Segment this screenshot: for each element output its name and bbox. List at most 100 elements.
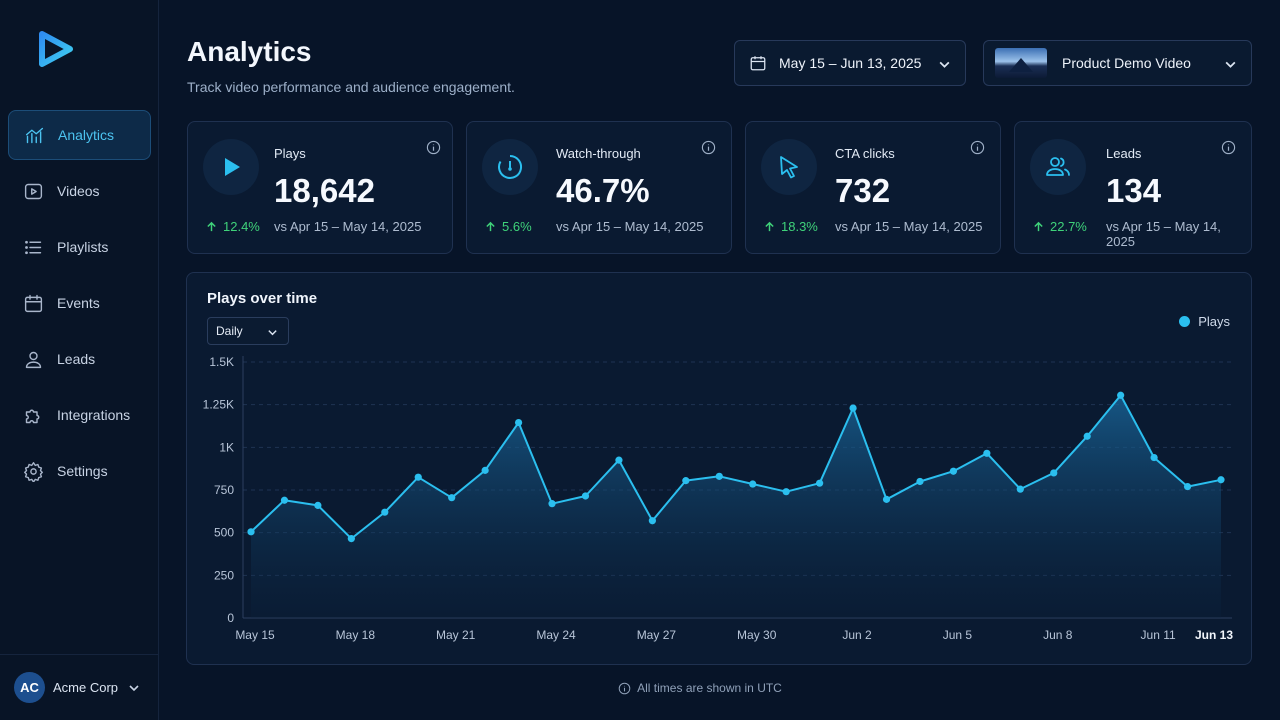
timer-icon	[498, 155, 522, 179]
data-point	[983, 449, 991, 457]
metric-delta: 22.7%	[1033, 219, 1087, 234]
x-tick-label: Jun 11	[1141, 628, 1176, 642]
metric-value: 134	[1106, 172, 1162, 209]
data-point	[1016, 485, 1024, 493]
data-point	[1117, 391, 1125, 399]
y-tick-label: 1.5K	[209, 355, 234, 369]
cursor-icon	[780, 156, 798, 179]
sidebar: Analytics Videos Playlists Events Leads …	[0, 0, 159, 720]
metric-label: Watch-through	[556, 146, 641, 161]
sidebar-item-videos[interactable]: Videos	[8, 166, 151, 216]
x-tick-label: May 18	[336, 628, 376, 642]
metric-label: Leads	[1106, 146, 1142, 161]
data-point	[1217, 476, 1225, 484]
granularity-label: Daily	[216, 324, 243, 338]
data-point	[1183, 482, 1192, 491]
y-tick-label: 1K	[219, 440, 234, 454]
gear-icon	[22, 460, 44, 482]
org-switcher[interactable]: AC Acme Corp	[0, 654, 159, 720]
metric-icon-wrap	[761, 139, 817, 195]
metric-card-watch-through: Watch-through 46.7% 5.6% vs Apr 15 – May…	[466, 121, 732, 254]
avatar: AC	[14, 672, 45, 703]
data-point	[581, 492, 590, 500]
sidebar-item-settings[interactable]: Settings	[8, 446, 151, 496]
data-point	[280, 496, 289, 504]
users-icon	[1046, 157, 1070, 176]
sidebar-item-label: Events	[57, 295, 100, 311]
data-point	[816, 479, 824, 487]
play-icon	[225, 158, 240, 176]
data-point	[849, 404, 857, 412]
metric-icon-wrap	[482, 139, 538, 195]
sidebar-item-label: Leads	[57, 351, 96, 367]
timezone-note: All times are shown in UTC	[0, 681, 1280, 695]
calendar-icon	[22, 292, 44, 314]
video-selector-label: Product Demo Video	[1062, 55, 1191, 71]
sidebar-item-analytics[interactable]: Analytics	[8, 110, 151, 160]
info-icon[interactable]	[701, 140, 716, 155]
metric-icon-wrap	[1030, 139, 1086, 195]
info-icon	[618, 682, 631, 694]
data-point	[615, 456, 623, 464]
chevron-down-icon	[129, 684, 139, 691]
legend-swatch	[1179, 316, 1191, 327]
metric-value: 46.7%	[556, 172, 650, 209]
metric-comparison: vs Apr 15 – May 14, 2025	[274, 219, 422, 234]
org-name: Acme Corp	[53, 680, 119, 695]
data-point	[448, 494, 456, 502]
sidebar-item-playlists[interactable]: Playlists	[8, 222, 151, 272]
page-title: Analytics	[187, 36, 312, 67]
y-tick-label: 0	[227, 611, 234, 625]
video-selector[interactable]: Product Demo Video	[983, 40, 1252, 86]
data-point	[916, 477, 924, 486]
sidebar-nav: Analytics Videos Playlists Events Leads …	[8, 110, 151, 502]
info-icon[interactable]	[970, 140, 985, 155]
metric-card-leads: Leads 134 22.7% vs Apr 15 – May 14, 2025	[1014, 121, 1252, 254]
x-tick-label: Jun 13	[1195, 628, 1233, 642]
info-icon[interactable]	[1221, 140, 1236, 155]
x-tick-label: Jun 8	[1043, 628, 1073, 642]
data-point	[949, 467, 958, 475]
chart-legend: Plays	[1179, 314, 1230, 329]
sidebar-item-events[interactable]: Events	[8, 278, 151, 328]
metric-delta: 5.6%	[485, 219, 532, 234]
chart-panel: Plays over time Daily Plays 0 250 500 750 1K…	[186, 272, 1252, 665]
sidebar-item-label: Integrations	[57, 407, 131, 423]
sidebar-item-label: Playlists	[57, 239, 109, 255]
plays-chart: 0 250 500 750 1K 1.25K 1.5K May 15 May 18 May 21…	[203, 355, 1234, 642]
puzzle-icon	[22, 404, 44, 426]
data-point	[782, 488, 790, 496]
data-point	[882, 495, 891, 503]
data-point	[715, 472, 723, 480]
sidebar-item-integrations[interactable]: Integrations	[8, 390, 151, 440]
info-icon[interactable]	[426, 140, 441, 155]
chevron-down-icon	[1225, 61, 1236, 68]
page-subtitle: Track video performance and audience eng…	[187, 79, 515, 95]
sidebar-item-leads[interactable]: Leads	[8, 334, 151, 384]
date-range-picker[interactable]: May 15 – Jun 13, 2025	[734, 40, 966, 86]
x-tick-label: May 15	[235, 628, 275, 642]
metric-label: Plays	[274, 146, 306, 161]
metric-delta: 12.4%	[206, 219, 260, 234]
x-tick-label: May 27	[637, 628, 677, 642]
metric-comparison: vs Apr 15 – May 14, 2025	[835, 219, 983, 234]
x-tick-label: May 21	[436, 628, 476, 642]
legend-label: Plays	[1198, 314, 1230, 329]
play-logo-icon[interactable]	[36, 28, 76, 70]
sidebar-item-label: Analytics	[58, 127, 115, 143]
chart-title: Plays over time	[207, 290, 318, 307]
data-point	[1083, 432, 1091, 440]
data-point	[481, 466, 489, 474]
metric-value: 732	[835, 172, 891, 209]
data-point	[381, 508, 389, 516]
y-tick-label: 750	[214, 483, 234, 497]
sidebar-item-label: Settings	[57, 463, 108, 479]
video-icon	[22, 180, 44, 202]
granularity-select[interactable]: Daily	[207, 317, 289, 345]
y-tick-label: 500	[214, 526, 234, 540]
x-tick-label: May 24	[536, 628, 576, 642]
data-point	[314, 501, 322, 509]
metric-comparison: vs Apr 15 – May 14, 2025	[1106, 219, 1221, 249]
plays-line	[250, 394, 1222, 540]
calendar-icon	[750, 56, 766, 71]
